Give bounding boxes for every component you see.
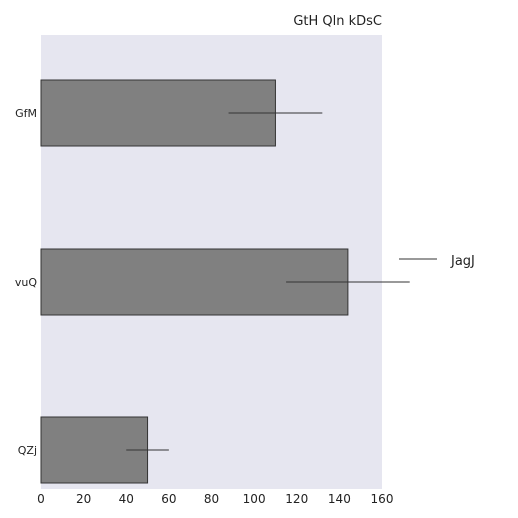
category-label-GfM: GfM xyxy=(15,107,37,120)
category-label-QZj: QZj xyxy=(18,444,37,457)
error-bars-layer xyxy=(126,112,410,451)
x-tick-label-0: 0 xyxy=(37,492,45,506)
x-tick-label-40: 40 xyxy=(119,492,134,506)
x-tick-label-60: 60 xyxy=(161,492,176,506)
category-label-vuQ: vuQ xyxy=(15,276,37,289)
x-tick-label-80: 80 xyxy=(204,492,219,506)
category-labels: GfM vuQ QZj xyxy=(15,107,37,457)
x-axis-ticks: 0 20 40 60 80 100 120 140 160 xyxy=(37,492,393,506)
x-tick-label-160: 160 xyxy=(371,492,394,506)
legend-label: JagJ xyxy=(450,254,475,269)
x-tick-label-100: 100 xyxy=(243,492,266,506)
x-tick-label-20: 20 xyxy=(76,492,91,506)
x-tick-label-120: 120 xyxy=(285,492,308,506)
legend: JagJ xyxy=(399,254,475,269)
chart-title: GtH Qln kDsC xyxy=(293,14,382,29)
x-tick-label-140: 140 xyxy=(328,492,351,506)
